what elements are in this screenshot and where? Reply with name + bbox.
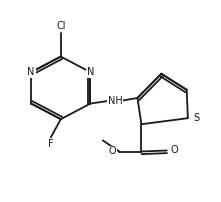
Text: N: N [87,67,94,77]
Text: O: O [108,146,116,157]
Text: Cl: Cl [56,21,65,31]
Text: S: S [193,113,200,123]
Text: N: N [27,67,35,77]
Text: NH: NH [108,96,122,106]
Text: O: O [170,145,178,156]
Text: F: F [48,139,54,149]
